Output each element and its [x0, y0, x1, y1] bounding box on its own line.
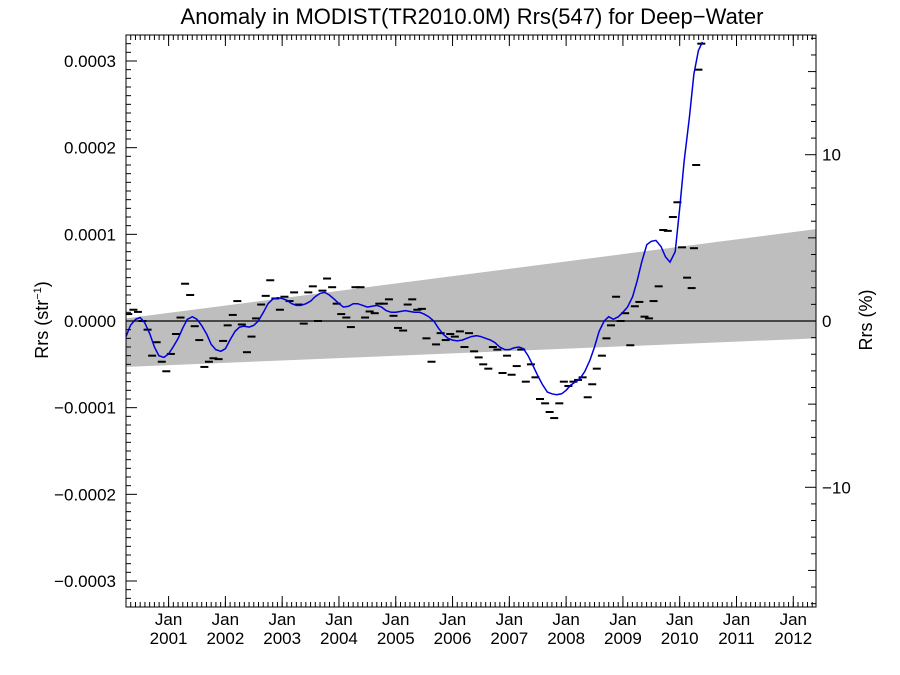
x-tick-label-year: 2011 [718, 629, 755, 648]
x-tick-label-month: Jan [382, 610, 409, 629]
plot-area: Jan2001Jan2002Jan2003Jan2004Jan2005Jan20… [54, 34, 851, 648]
x-tick-label-month: Jan [496, 610, 523, 629]
x-tick-label-year: 2002 [206, 629, 244, 648]
y-axis-left-label-sup: −1 [32, 287, 44, 300]
x-tick-label-year: 2004 [320, 629, 358, 648]
y-right-tick-label: −10 [822, 478, 851, 497]
y-left-tick-label: 0.0003 [64, 52, 116, 71]
y-left-tick-label: 0.0002 [64, 139, 116, 158]
x-tick-label-month: Jan [552, 610, 579, 629]
y-left-tick-label: −0.0002 [54, 485, 116, 504]
x-tick-label-year: 2007 [490, 629, 528, 648]
y-left-tick-label: 0.0001 [64, 225, 116, 244]
x-tick-label-year: 2001 [150, 629, 188, 648]
x-tick-label-year: 2005 [377, 629, 415, 648]
x-tick-label-year: 2012 [774, 629, 812, 648]
x-tick-label-month: Jan [780, 610, 807, 629]
y-axis-right-label: Rrs (%) [856, 290, 876, 351]
x-tick-label-month: Jan [723, 610, 750, 629]
x-tick-label-month: Jan [212, 610, 239, 629]
y-right-tick-label: 0 [822, 312, 831, 331]
x-tick-label-year: 2009 [604, 629, 642, 648]
y-axis-left-label-base: Rrs (str [32, 300, 52, 359]
x-tick-label-month: Jan [666, 610, 693, 629]
x-tick-label-month: Jan [268, 610, 295, 629]
y-axis-left-label-end: ) [32, 281, 52, 287]
y-left-tick-label: 0.0000 [64, 312, 116, 331]
y-axis-left-label: Rrs (str−1) [32, 281, 52, 359]
y-left-tick-label: −0.0001 [54, 399, 116, 418]
x-tick-label-month: Jan [439, 610, 466, 629]
y-right-tick-label: 10 [822, 146, 841, 165]
smoothed-series-line [126, 41, 704, 396]
x-tick-label-month: Jan [609, 610, 636, 629]
x-tick-label-year: 2010 [661, 629, 699, 648]
x-tick-label-year: 2003 [263, 629, 301, 648]
x-tick-label-year: 2006 [434, 629, 472, 648]
y-left-tick-label: −0.0003 [54, 572, 116, 591]
x-tick-label-month: Jan [325, 610, 352, 629]
trend-band [126, 229, 816, 367]
x-tick-label-month: Jan [155, 610, 182, 629]
x-tick-label-year: 2008 [547, 629, 585, 648]
chart-title: Anomaly in MODIST(TR2010.0M) Rrs(547) fo… [181, 4, 764, 29]
